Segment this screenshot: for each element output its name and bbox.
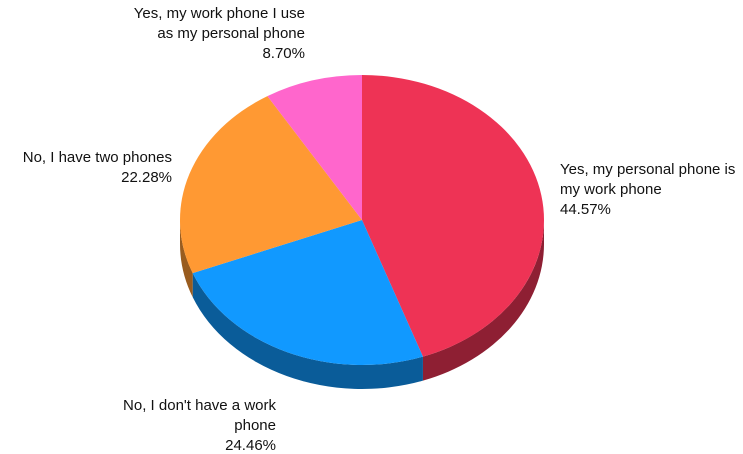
label-no-work-phone-value: 24.46% (225, 437, 276, 454)
slice-two-phones-side (180, 220, 193, 298)
slice-no-work-phone-side (192, 273, 423, 389)
label-work-as-personal-line-1: Yes, my work phone I use (134, 5, 305, 22)
label-no-work-phone-line-1: No, I don't have a work (123, 397, 276, 414)
slice-two-phones (179, 96, 362, 274)
label-personal-phone-value: 44.57% (560, 201, 611, 218)
label-no-work-phone-line-2: phone (234, 417, 276, 434)
slice-personal-phone-side (422, 220, 544, 381)
slice-work-as-personal (267, 75, 362, 220)
slice-personal-phone (362, 75, 544, 357)
pie-3d-sides (180, 220, 544, 389)
slice-no-work-phone (192, 220, 423, 365)
label-work-as-personal-value: 8.70% (262, 45, 305, 62)
label-two-phones-line-1: No, I have two phones (23, 149, 172, 166)
label-personal-phone-line-2: my work phone (560, 181, 662, 198)
pie-slices (179, 75, 544, 365)
label-personal-phone-line-1: Yes, my personal phone is (560, 161, 735, 178)
label-two-phones-value: 22.28% (121, 169, 172, 186)
label-work-as-personal-line-2: as my personal phone (157, 25, 305, 42)
